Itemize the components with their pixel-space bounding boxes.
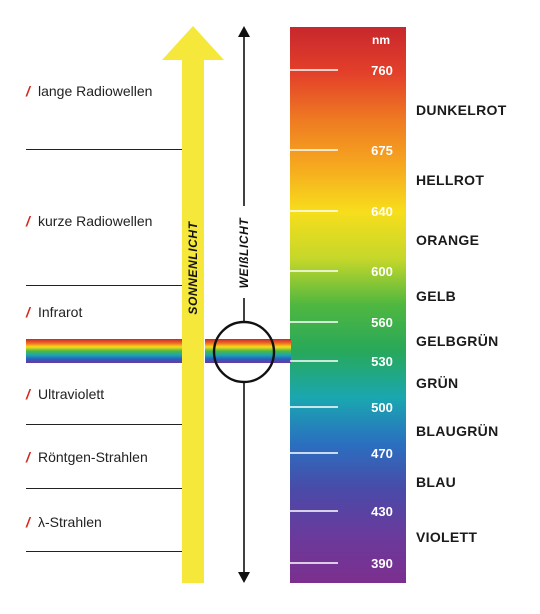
whitelight-label: WEIßLICHT bbox=[237, 217, 251, 289]
tick-label: 640 bbox=[371, 204, 393, 219]
wave-item-infrarot: / Infrarot bbox=[26, 302, 82, 322]
wave-label: Ultraviolett bbox=[38, 386, 105, 402]
separator-line bbox=[26, 551, 182, 552]
prism-circle bbox=[212, 320, 276, 384]
color-label-dunkelrot: DUNKELROT bbox=[416, 102, 507, 118]
wave-item-lambda-strahlen: / λ-Strahlen bbox=[26, 512, 102, 532]
marker-icon: / bbox=[26, 449, 30, 465]
color-label-violett: VIOLETT bbox=[416, 529, 478, 545]
wave-item-lange-radiowellen: / lange Radiowellen bbox=[26, 81, 152, 101]
tick-label: 390 bbox=[371, 556, 393, 571]
rainbow-band-left bbox=[26, 339, 182, 363]
tick-label: 530 bbox=[371, 354, 393, 369]
marker-icon: / bbox=[26, 514, 30, 530]
tick-label: 470 bbox=[371, 446, 393, 461]
color-label-orange: ORANGE bbox=[416, 232, 480, 248]
tick-label: 760 bbox=[371, 63, 393, 78]
wave-item-roentgen-strahlen: / Röntgen-Strahlen bbox=[26, 447, 148, 467]
marker-icon: / bbox=[26, 386, 30, 402]
color-label-hellrot: HELLROT bbox=[416, 172, 485, 188]
tick-label: 430 bbox=[371, 504, 393, 519]
tick-label: 600 bbox=[371, 264, 393, 279]
tick-label: 500 bbox=[371, 400, 393, 415]
marker-icon: / bbox=[26, 213, 30, 229]
separator-line bbox=[26, 424, 182, 425]
wave-label: Röntgen-Strahlen bbox=[38, 449, 148, 465]
separator-line bbox=[26, 149, 182, 150]
marker-icon: / bbox=[26, 304, 30, 320]
wave-label: Infrarot bbox=[38, 304, 83, 320]
sunlight-arrow bbox=[162, 26, 224, 583]
whitelight-label-gap bbox=[236, 206, 252, 298]
color-label-gruen: GRÜN bbox=[416, 375, 459, 391]
wave-item-kurze-radiowellen: / kurze Radiowellen bbox=[26, 211, 152, 231]
rainbow-band-middle bbox=[205, 339, 291, 363]
tick-label: 675 bbox=[371, 143, 393, 158]
separator-line bbox=[26, 285, 182, 286]
wave-label: λ-Strahlen bbox=[38, 514, 102, 530]
whitelight-arrowhead-up bbox=[238, 26, 250, 37]
separator-line bbox=[26, 488, 182, 489]
whitelight-arrowhead-down bbox=[238, 572, 250, 583]
marker-icon: / bbox=[26, 83, 30, 99]
sunlight-label: SONNENLICHT bbox=[186, 221, 200, 315]
tick-label: 560 bbox=[371, 315, 393, 330]
color-label-blau: BLAU bbox=[416, 474, 457, 490]
wave-label: lange Radiowellen bbox=[38, 83, 153, 99]
wave-item-ultraviolett: / Ultraviolett bbox=[26, 384, 104, 404]
unit-label: nm bbox=[372, 33, 390, 47]
wave-label: kurze Radiowellen bbox=[38, 213, 153, 229]
color-label-gelbgruen: GELBGRÜN bbox=[416, 333, 499, 349]
color-label-blaugruen: BLAUGRÜN bbox=[416, 423, 499, 439]
color-label-gelb: GELB bbox=[416, 288, 457, 304]
spectrum-bar bbox=[290, 27, 406, 583]
